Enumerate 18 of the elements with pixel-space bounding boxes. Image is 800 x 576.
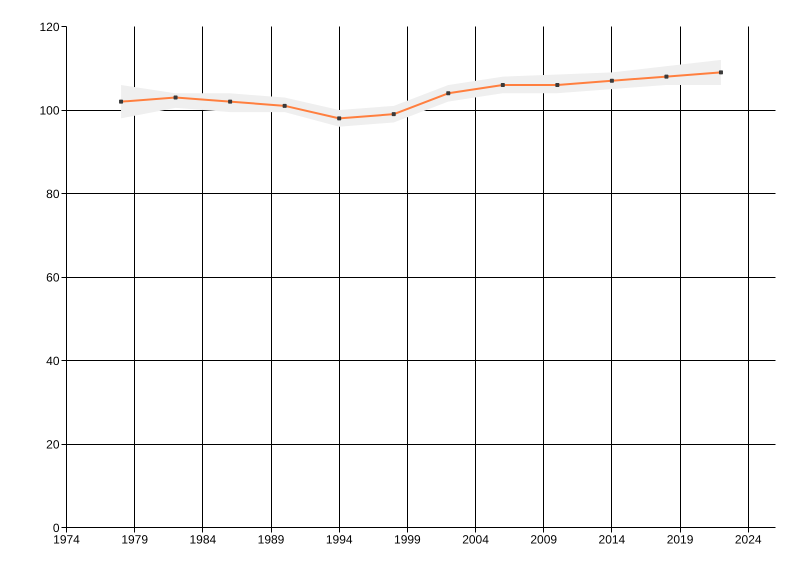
x-tick-label: 1979 (121, 532, 148, 546)
x-tick-label: 2019 (666, 532, 694, 546)
y-tick-label: 80 (46, 187, 60, 201)
x-tick-label: 1974 (53, 532, 80, 546)
x-tick-label: 2014 (598, 532, 626, 546)
y-tick-label: 60 (46, 270, 60, 284)
y-tick-label: 0 (52, 521, 60, 535)
y-tick-label: 20 (46, 438, 60, 452)
y-tick-label: 100 (39, 104, 60, 118)
x-tick-label: 2009 (530, 532, 558, 546)
x-tick-label: 2004 (462, 532, 490, 546)
x-tick-label: 2024 (734, 532, 762, 546)
x-tick-label: 1999 (394, 532, 422, 546)
x-tick-label: 1994 (326, 532, 353, 546)
y-tick-label: 120 (39, 20, 60, 34)
x-tick-label: 1984 (190, 532, 217, 546)
x-tick-label: 1989 (258, 532, 285, 546)
y-tick-label: 40 (46, 354, 60, 368)
